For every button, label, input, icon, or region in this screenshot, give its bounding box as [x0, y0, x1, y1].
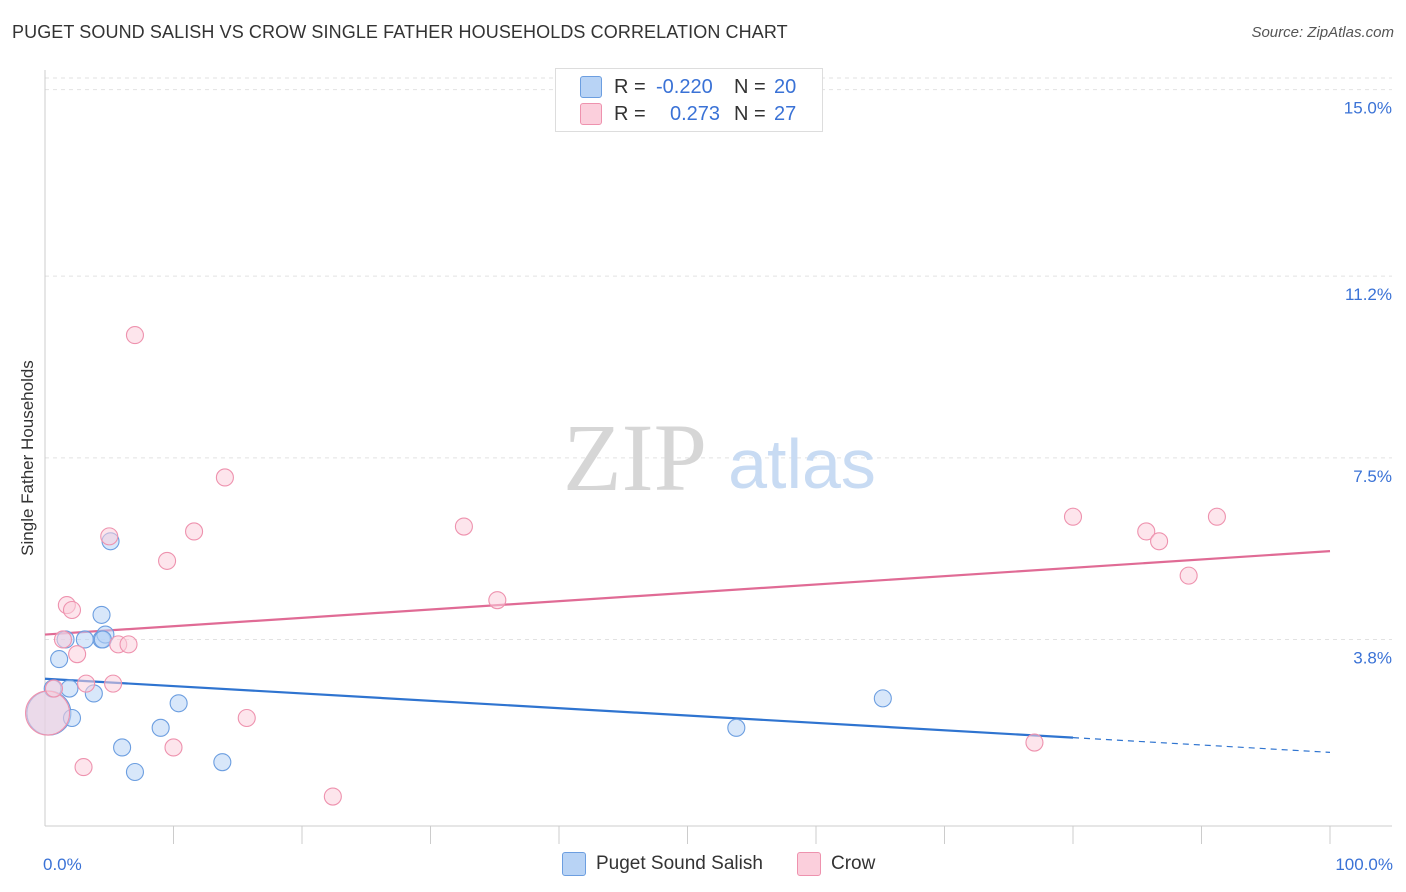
data-point-crow [100, 527, 119, 546]
data-point-salish [50, 650, 69, 669]
legend-item-crow[interactable]: Crow [797, 852, 875, 876]
data-point-salish [75, 630, 94, 649]
y-tick-label: 7.5% [1353, 467, 1392, 486]
data-point-salish [113, 738, 132, 757]
data-point-crow [1179, 566, 1198, 585]
data-point-salish [125, 762, 144, 782]
r-label: R = [614, 102, 646, 125]
data-point-salish [873, 689, 892, 708]
data-point-crow [323, 787, 342, 806]
data-point-salish [169, 694, 188, 713]
x-tick-label-min: 0.0% [43, 855, 82, 874]
r-label: R = [614, 75, 646, 98]
data-point-crow [104, 674, 123, 693]
y-tick-label: 15.0% [1344, 99, 1392, 118]
data-point-crow [53, 630, 73, 649]
data-point-salish [60, 679, 79, 698]
data-point-crow [237, 708, 256, 728]
data-point-crow [454, 517, 473, 536]
y-axis-label: Single Father Households [18, 360, 37, 556]
trend-line-salish [44, 677, 1074, 739]
legend-swatch-crow [797, 852, 821, 876]
data-point-crow [185, 522, 204, 541]
chart-title: PUGET SOUND SALISH VS CROW SINGLE FATHER… [12, 22, 788, 42]
legend-row-crow: R = 0.273 N = 27 [556, 101, 796, 127]
legend-label-crow: Crow [831, 853, 876, 874]
data-point-crow [77, 674, 96, 693]
data-point-crow [1137, 522, 1156, 541]
watermark-zip: ZIP [563, 404, 707, 511]
data-point-crow [164, 738, 183, 757]
series-legend: Puget Sound Salish Crow [0, 852, 1406, 878]
y-tick-label: 11.2% [1345, 285, 1392, 304]
n-label: N = [734, 75, 766, 98]
legend-label-salish: Puget Sound Salish [596, 853, 763, 874]
data-point-crow [44, 679, 64, 698]
data-point-crow [488, 591, 507, 610]
r-value-salish: -0.220 [656, 75, 713, 98]
legend-swatch-salish [562, 852, 586, 876]
legend-item-salish[interactable]: Puget Sound Salish [562, 852, 763, 876]
n-value-crow: 27 [774, 102, 797, 125]
y-tick-label: 3.8% [1353, 648, 1392, 667]
data-point-crow [74, 758, 93, 777]
data-point-salish [727, 718, 746, 737]
data-point-salish [213, 753, 232, 772]
n-value-salish: 20 [774, 75, 797, 98]
data-point-crow [125, 326, 144, 345]
stats-legend: R = -0.220 N = 20 R = 0.273 N = 27 [555, 68, 823, 132]
r-value-crow: 0.273 [669, 102, 721, 125]
data-point-crow [68, 645, 87, 664]
data-point-salish [151, 718, 170, 737]
data-point-crow [215, 468, 234, 487]
n-label: N = [734, 102, 766, 125]
x-tick-label-max: 100.0% [1335, 855, 1393, 874]
trend-extension-salish [1072, 737, 1331, 753]
legend-swatch-crow [580, 103, 602, 125]
legend-row-salish: R = -0.220 N = 20 [556, 74, 796, 100]
data-point-crow [119, 635, 138, 654]
data-point-crow [62, 600, 82, 620]
trend-line-crow [44, 549, 1331, 636]
source-label: Source: ZipAtlas.com [1251, 24, 1394, 41]
data-point-salish [93, 630, 112, 649]
legend-swatch-salish [580, 76, 602, 98]
data-point-crow [1207, 507, 1226, 526]
data-point-crow [25, 690, 71, 736]
watermark-atlas: atlas [728, 425, 876, 503]
data-point-crow [158, 551, 177, 570]
data-point-salish [92, 605, 111, 624]
data-point-crow [1150, 532, 1169, 551]
data-point-crow [1025, 733, 1044, 752]
data-point-crow [1063, 507, 1083, 526]
